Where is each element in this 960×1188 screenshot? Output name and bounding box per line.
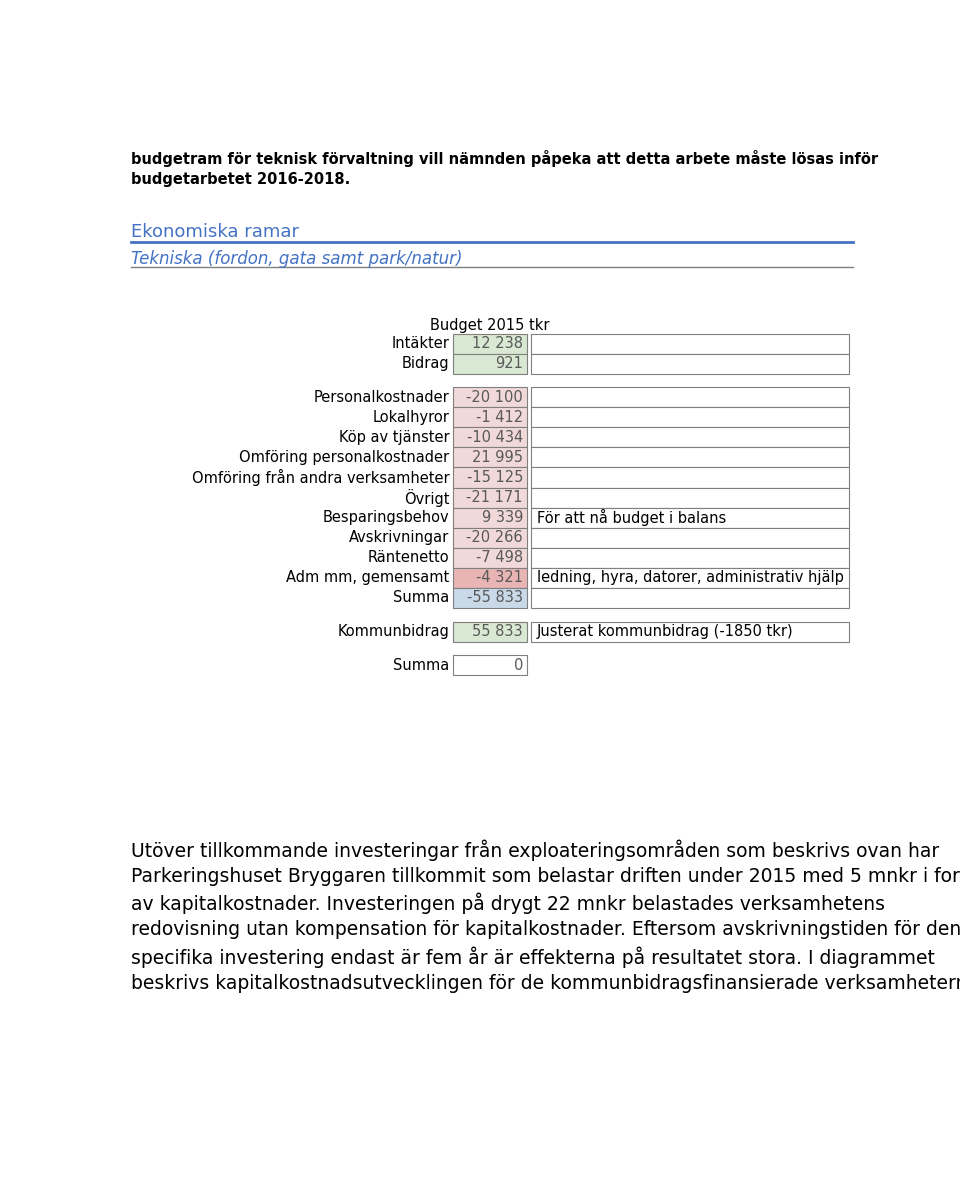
Text: Intäkter: Intäkter [392, 336, 449, 350]
Text: 921: 921 [495, 356, 523, 371]
Text: Ekonomiska ramar: Ekonomiska ramar [131, 223, 299, 241]
Text: Omföring personalkostnader: Omföring personalkostnader [239, 450, 449, 465]
Text: -55 833: -55 833 [467, 590, 523, 605]
FancyBboxPatch shape [453, 387, 527, 407]
FancyBboxPatch shape [531, 334, 849, 354]
Text: -21 171: -21 171 [467, 489, 523, 505]
Text: Kommunbidrag: Kommunbidrag [338, 624, 449, 639]
FancyBboxPatch shape [453, 334, 527, 354]
Text: Räntenetto: Räntenetto [368, 550, 449, 565]
FancyBboxPatch shape [531, 588, 849, 607]
Text: Avskrivningar: Avskrivningar [349, 530, 449, 545]
Text: -1 412: -1 412 [476, 410, 523, 425]
FancyBboxPatch shape [531, 487, 849, 507]
Text: Justerat kommunbidrag (-1850 tkr): Justerat kommunbidrag (-1850 tkr) [537, 624, 794, 639]
FancyBboxPatch shape [531, 407, 849, 428]
FancyBboxPatch shape [453, 428, 527, 448]
Text: Utöver tillkommande investeringar från exploateringsområden som beskrivs ovan ha: Utöver tillkommande investeringar från e… [131, 840, 960, 993]
Text: 9 339: 9 339 [482, 510, 523, 525]
Text: ledning, hyra, datorer, administrativ hjälp: ledning, hyra, datorer, administrativ hj… [537, 570, 844, 586]
FancyBboxPatch shape [453, 568, 527, 588]
Text: Övrigt: Övrigt [404, 488, 449, 506]
FancyBboxPatch shape [453, 527, 527, 548]
Text: Besparingsbehov: Besparingsbehov [323, 510, 449, 525]
FancyBboxPatch shape [453, 354, 527, 373]
Text: Summa: Summa [394, 658, 449, 672]
Text: 21 995: 21 995 [472, 450, 523, 465]
Text: 0: 0 [514, 658, 523, 672]
Text: budgetram för teknisk förvaltning vill nämnden påpeka att detta arbete måste lös: budgetram för teknisk förvaltning vill n… [131, 150, 878, 187]
FancyBboxPatch shape [531, 507, 849, 527]
Text: Summa: Summa [394, 590, 449, 605]
FancyBboxPatch shape [453, 448, 527, 468]
FancyBboxPatch shape [531, 387, 849, 407]
FancyBboxPatch shape [453, 588, 527, 607]
Text: Omföring från andra verksamheter: Omföring från andra verksamheter [192, 469, 449, 486]
Text: Tekniska (fordon, gata samt park/natur): Tekniska (fordon, gata samt park/natur) [131, 249, 463, 267]
FancyBboxPatch shape [531, 354, 849, 373]
FancyBboxPatch shape [531, 448, 849, 468]
FancyBboxPatch shape [453, 548, 527, 568]
Text: -10 434: -10 434 [467, 430, 523, 446]
Text: Bidrag: Bidrag [401, 356, 449, 371]
Text: Lokalhyror: Lokalhyror [372, 410, 449, 425]
Text: -4 321: -4 321 [476, 570, 523, 586]
Text: Adm mm, gemensamt: Adm mm, gemensamt [286, 570, 449, 586]
FancyBboxPatch shape [453, 656, 527, 676]
FancyBboxPatch shape [453, 507, 527, 527]
FancyBboxPatch shape [453, 468, 527, 487]
FancyBboxPatch shape [531, 621, 849, 642]
Text: 12 238: 12 238 [472, 336, 523, 350]
FancyBboxPatch shape [531, 568, 849, 588]
FancyBboxPatch shape [531, 428, 849, 448]
FancyBboxPatch shape [453, 621, 527, 642]
FancyBboxPatch shape [531, 468, 849, 487]
Text: 55 833: 55 833 [472, 624, 523, 639]
FancyBboxPatch shape [531, 527, 849, 548]
Text: -7 498: -7 498 [476, 550, 523, 565]
Text: Köp av tjänster: Köp av tjänster [339, 430, 449, 446]
Text: Budget 2015 tkr: Budget 2015 tkr [430, 318, 550, 333]
FancyBboxPatch shape [453, 407, 527, 428]
Text: Personalkostnader: Personalkostnader [314, 390, 449, 405]
FancyBboxPatch shape [531, 548, 849, 568]
Text: -15 125: -15 125 [467, 470, 523, 485]
Text: -20 100: -20 100 [467, 390, 523, 405]
Text: För att nå budget i balans: För att nå budget i balans [537, 508, 726, 526]
FancyBboxPatch shape [453, 487, 527, 507]
Text: -20 266: -20 266 [467, 530, 523, 545]
